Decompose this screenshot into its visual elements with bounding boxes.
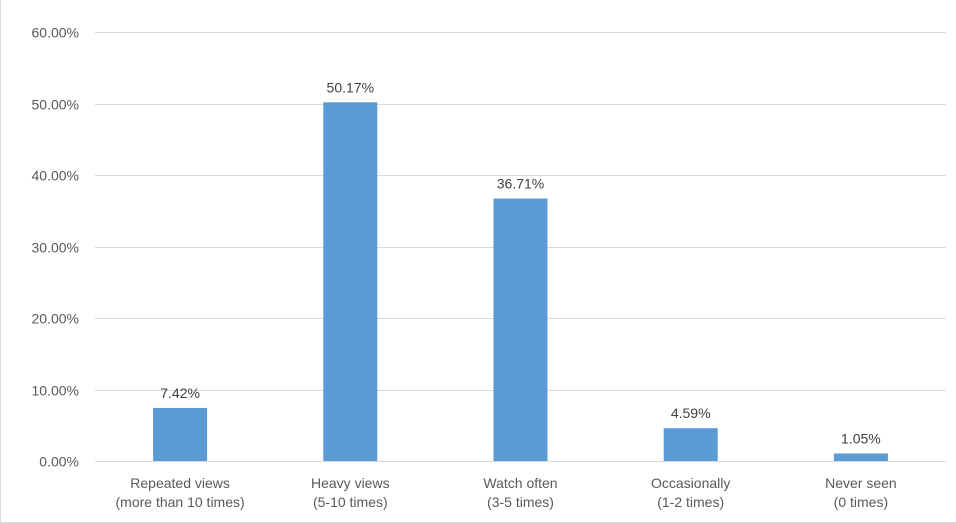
x-tick-label: Repeated views (more than 10 times) [116,475,245,510]
y-tick-label: 40.00% [32,168,79,184]
x-tick-label: Occasionally (1-2 times) [651,475,730,510]
x-tick-label: Never seen (0 times) [825,475,897,510]
data-label: 4.59% [671,405,711,421]
y-tick-label: 20.00% [32,311,79,327]
labels: 0.00% 10.00% 20.00% 30.00% 40.00% 50.00% 60.00… [32,25,897,511]
y-tick-label: 50.00% [32,97,79,113]
bar [323,102,378,462]
data-label: 36.71% [497,176,544,192]
x-tick-label: Watch often (3-5 times) [483,475,557,510]
bar [663,428,718,461]
y-tick-label: 60.00% [32,25,79,41]
bar [833,453,888,461]
data-label: 50.17% [327,79,374,95]
bars [153,102,888,462]
bar [153,407,208,461]
data-label: 7.42% [160,385,200,401]
x-tick-label: Heavy views (5-10 times) [311,475,390,510]
y-tick-label: 30.00% [32,240,79,256]
y-tick-label: 0.00% [39,454,79,470]
bar [493,198,548,461]
y-tick-label: 10.00% [32,383,79,399]
data-label: 1.05% [841,430,881,446]
